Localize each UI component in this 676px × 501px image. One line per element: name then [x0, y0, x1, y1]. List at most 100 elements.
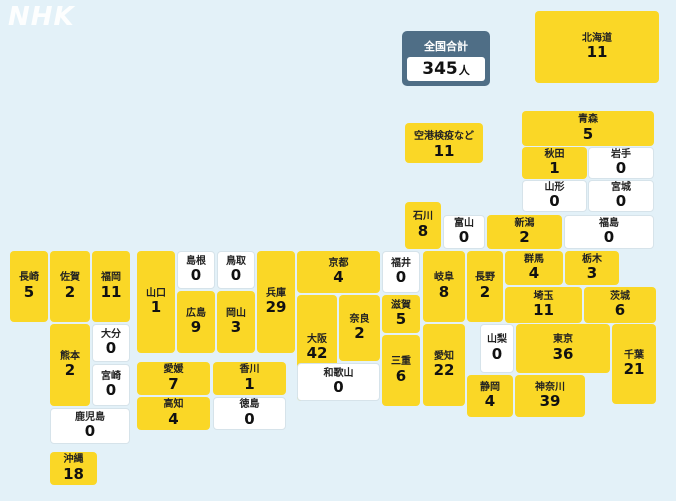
nhk-logo: NHK	[8, 2, 75, 32]
prefecture-tile-ishikawa[interactable]: 石川 8	[405, 202, 441, 249]
prefecture-count: 5	[395, 310, 407, 329]
prefecture-count: 0	[615, 159, 627, 178]
prefecture-tile-tochigi[interactable]: 栃木 3	[565, 251, 619, 285]
prefecture-count: 0	[230, 266, 242, 285]
prefecture-tile-okinawa[interactable]: 沖縄 18	[50, 452, 97, 485]
prefecture-count: 2	[519, 228, 530, 247]
prefecture-tile-miyazaki[interactable]: 宮崎 0	[92, 364, 130, 406]
prefecture-tile-hiroshima[interactable]: 広島 9	[177, 291, 215, 353]
prefecture-name: 広島	[186, 307, 206, 319]
prefecture-tile-kanagawa[interactable]: 神奈川 39	[515, 375, 585, 417]
prefecture-tile-kochi[interactable]: 高知 4	[137, 397, 210, 430]
prefecture-name: 秋田	[544, 148, 565, 160]
prefecture-tile-shimane[interactable]: 島根 0	[177, 251, 215, 289]
prefecture-name: 愛知	[434, 350, 454, 362]
prefecture-tile-oita[interactable]: 大分 0	[92, 324, 130, 362]
prefecture-tile-tottori[interactable]: 鳥取 0	[217, 251, 255, 289]
prefecture-count: 11	[100, 282, 122, 301]
prefecture-tile-aomori[interactable]: 青森 5	[522, 111, 654, 146]
prefecture-count: 0	[458, 228, 470, 247]
prefecture-name: 栃木	[582, 253, 602, 265]
prefecture-tile-saitama[interactable]: 埼玉 11	[505, 287, 582, 323]
prefecture-tile-iwate[interactable]: 岩手 0	[588, 147, 654, 179]
prefecture-tile-yamagata[interactable]: 山形 0	[522, 180, 587, 212]
prefecture-tile-miyagi[interactable]: 宮城 0	[588, 180, 654, 212]
prefecture-name: 大阪	[307, 333, 327, 345]
prefecture-name: 埼玉	[533, 290, 554, 302]
prefecture-tile-kyoto[interactable]: 京都 4	[297, 251, 380, 293]
prefecture-tile-kumamoto[interactable]: 熊本 2	[50, 324, 90, 406]
prefecture-tile-tokushima[interactable]: 徳島 0	[213, 397, 286, 430]
prefecture-name: 三重	[391, 356, 411, 368]
prefecture-tile-ehime[interactable]: 愛媛 7	[137, 362, 210, 395]
prefecture-name: 群馬	[524, 253, 544, 265]
prefecture-tile-fukuoka[interactable]: 福岡 11	[92, 251, 130, 322]
prefecture-name: 山形	[544, 181, 565, 193]
prefecture-count: 0	[603, 228, 615, 247]
prefecture-count: 2	[64, 361, 76, 380]
prefecture-count: 0	[549, 192, 560, 211]
prefecture-tile-ibaraki[interactable]: 茨城 6	[584, 287, 656, 323]
prefecture-tile-yamaguchi[interactable]: 山口 1	[137, 251, 175, 353]
prefecture-count: 0	[333, 378, 344, 397]
prefecture-count: 39	[539, 392, 561, 411]
prefecture-name: 富山	[454, 217, 474, 229]
prefecture-tile-nagano[interactable]: 長野 2	[467, 251, 503, 322]
prefecture-tile-nagasaki[interactable]: 長崎 5	[10, 251, 48, 322]
prefecture-count: 18	[63, 464, 84, 483]
prefecture-count: 4	[333, 268, 344, 287]
prefecture-count: 0	[615, 192, 627, 211]
prefecture-count: 7	[168, 374, 179, 393]
prefecture-name: 石川	[413, 211, 433, 223]
prefecture-tile-gunma[interactable]: 群馬 4	[505, 251, 563, 285]
prefecture-name: 和歌山	[323, 367, 354, 379]
prefecture-count: 6	[614, 301, 626, 320]
prefecture-tile-fukui[interactable]: 福井 0	[382, 251, 420, 293]
prefecture-tile-wakayama[interactable]: 和歌山 0	[297, 363, 380, 401]
prefecture-name: 高知	[163, 399, 184, 411]
prefecture-tile-mie[interactable]: 三重 6	[382, 335, 420, 406]
prefecture-count: 22	[433, 361, 455, 380]
prefecture-tile-okayama[interactable]: 岡山 3	[217, 291, 255, 353]
prefecture-tile-kagoshima[interactable]: 鹿児島 0	[50, 408, 130, 444]
prefecture-count: 0	[491, 344, 503, 363]
prefecture-tile-nara[interactable]: 奈良 2	[339, 295, 380, 361]
prefecture-name: 兵庫	[266, 287, 286, 299]
prefecture-name: 神奈川	[535, 381, 565, 393]
airport-quarantine-count: 11	[433, 141, 455, 160]
prefecture-count: 4	[484, 392, 496, 411]
prefecture-count: 1	[549, 159, 560, 178]
prefecture-tile-hokkaido[interactable]: 北海道 11	[535, 11, 659, 83]
prefecture-tile-aichi[interactable]: 愛知 22	[423, 324, 465, 406]
prefecture-count: 0	[84, 422, 96, 441]
prefecture-count: 2	[354, 324, 365, 343]
prefecture-name: 山梨	[487, 334, 507, 346]
prefecture-tile-hyogo[interactable]: 兵庫 29	[257, 251, 295, 353]
prefecture-name: 宮崎	[101, 370, 121, 382]
prefecture-tile-gifu[interactable]: 岐阜 8	[423, 251, 465, 322]
prefecture-tile-saga[interactable]: 佐賀 2	[50, 251, 90, 322]
prefecture-tile-akita[interactable]: 秋田 1	[522, 147, 587, 179]
airport-quarantine-tile[interactable]: 空港検疫など 11	[405, 123, 483, 163]
prefecture-tile-shiga[interactable]: 滋賀 5	[382, 295, 420, 333]
prefecture-tile-tokyo[interactable]: 東京 36	[516, 324, 610, 373]
prefecture-tile-shizuoka[interactable]: 静岡 4	[467, 375, 513, 417]
prefecture-name: 東京	[553, 334, 573, 346]
prefecture-count: 3	[586, 264, 598, 283]
prefecture-name: 沖縄	[63, 454, 84, 466]
prefecture-tile-niigata[interactable]: 新潟 2	[487, 215, 562, 249]
prefecture-name: 島根	[186, 255, 206, 267]
prefecture-tile-toyama[interactable]: 富山 0	[443, 215, 485, 249]
prefecture-name: 岐阜	[434, 272, 454, 284]
prefecture-tile-fukushima[interactable]: 福島 0	[564, 215, 654, 249]
prefecture-name: 大分	[101, 328, 121, 340]
prefecture-tile-kagawa[interactable]: 香川 1	[213, 362, 286, 395]
prefecture-name: 岡山	[226, 307, 246, 319]
prefecture-count: 0	[105, 381, 117, 400]
prefecture-count: 0	[190, 266, 202, 285]
prefecture-name: 長野	[475, 272, 495, 284]
prefecture-tile-yamanashi[interactable]: 山梨 0	[480, 324, 514, 373]
prefecture-tile-chiba[interactable]: 千葉 21	[612, 324, 656, 404]
prefecture-name: 福島	[599, 217, 619, 229]
prefecture-count: 9	[190, 318, 202, 337]
